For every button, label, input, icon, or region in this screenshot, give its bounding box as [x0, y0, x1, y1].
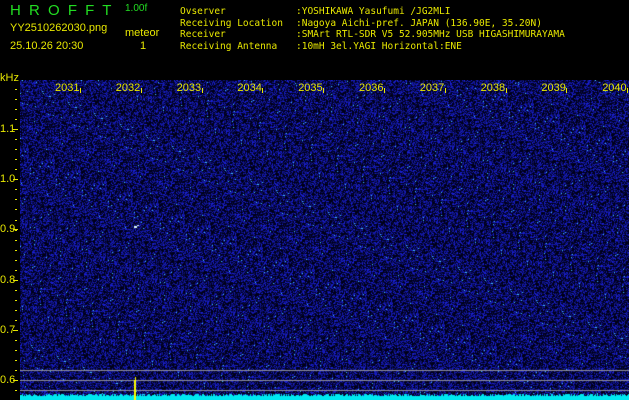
freq-minor-tick: [15, 390, 17, 392]
freq-minor-tick: [15, 229, 17, 231]
freq-minor-tick: [15, 149, 17, 151]
freq-minor-tick: [15, 350, 17, 352]
freq-minor-tick: [15, 129, 17, 131]
freq-minor-tick: [15, 340, 17, 341]
freq-minor-tick: [15, 309, 17, 311]
time-tick-label: 2036: [359, 82, 384, 94]
time-tick: [566, 88, 568, 93]
freq-tick-label: 0.7: [0, 323, 16, 336]
freq-minor-tick: [15, 139, 17, 141]
freq-tick-label: 0.6: [0, 374, 16, 386]
time-tick: [627, 88, 629, 93]
y-unit-label: kHz: [0, 72, 19, 84]
freq-tick-label: 0.8: [0, 273, 16, 286]
freq-minor-tick: [15, 329, 17, 331]
freq-minor-tick: [15, 370, 17, 372]
time-tick: [201, 88, 203, 93]
freq-minor-tick: [15, 179, 17, 181]
freq-minor-tick: [15, 380, 17, 382]
spectrogram: [20, 80, 629, 400]
version: 1.00f: [125, 3, 148, 14]
time-tick-label: 2034: [237, 82, 262, 94]
freq-minor-tick: [15, 89, 17, 90]
freq-minor-tick: [15, 99, 17, 101]
time-tick-label: 2039: [541, 82, 566, 94]
time-tick: [384, 88, 385, 93]
freq-minor-tick: [15, 360, 17, 362]
freq-minor-tick: [15, 159, 17, 161]
freq-minor-tick: [15, 289, 17, 291]
freq-minor-tick: [15, 259, 17, 261]
time-tick: [140, 88, 142, 93]
freq-minor-tick: [15, 269, 17, 271]
freq-minor-tick: [15, 189, 17, 191]
freq-minor-tick: [15, 209, 17, 211]
freq-minor-tick: [15, 169, 17, 171]
freq-tick-label: 0.9: [0, 223, 16, 236]
time-tick-label: 2035: [298, 82, 323, 94]
info-label: Receiver: [180, 29, 226, 40]
time-tick: [505, 88, 507, 93]
time-tick-label: 2037: [419, 82, 445, 94]
freq-minor-tick: [15, 199, 17, 201]
datetime: 25.10.26 20:30: [10, 40, 84, 52]
time-tick-label: 2040: [602, 82, 627, 94]
info-label: Receiving Antenna: [180, 40, 278, 52]
time-tick: [323, 88, 325, 93]
freq-minor-tick: [15, 119, 17, 121]
freq-minor-tick: [15, 219, 17, 221]
info-value: :10mH 3el.YAGI Horizontal:ENE: [296, 40, 462, 52]
freq-minor-tick: [15, 279, 17, 281]
freq-minor-tick: [15, 299, 17, 301]
time-tick: [80, 88, 81, 93]
freq-tick-label: 1.1: [0, 123, 16, 135]
meteor-label: meteor: [125, 27, 160, 39]
freq-tick-label: 1.0: [0, 173, 16, 186]
info-label: Receiving Location: [180, 17, 283, 29]
info-value: :YOSHIKAWA Yasufumi /JG2MLI: [296, 6, 451, 17]
time-tick-label: 2038: [480, 82, 506, 94]
info-value: :SMArt RTL-SDR V5 52.905MHz USB HIGASHIM…: [296, 29, 565, 40]
info-value: :Nagoya Aichi-pref. JAPAN (136.90E, 35.2…: [296, 17, 542, 29]
app-title: H R O F F T: [10, 2, 114, 19]
info-label: Ovserver: [180, 6, 226, 17]
meteor-count: 1: [140, 40, 147, 52]
time-tick: [262, 88, 264, 93]
freq-minor-tick: [15, 239, 17, 241]
time-tick-label: 2033: [176, 82, 202, 94]
time-tick-label: 2031: [55, 82, 80, 94]
filename: YY2510262030.png: [10, 22, 108, 34]
time-tick-label: 2032: [115, 82, 141, 94]
freq-minor-tick: [15, 319, 17, 321]
freq-minor-tick: [15, 109, 17, 111]
time-tick: [444, 88, 446, 93]
freq-minor-tick: [15, 249, 17, 251]
